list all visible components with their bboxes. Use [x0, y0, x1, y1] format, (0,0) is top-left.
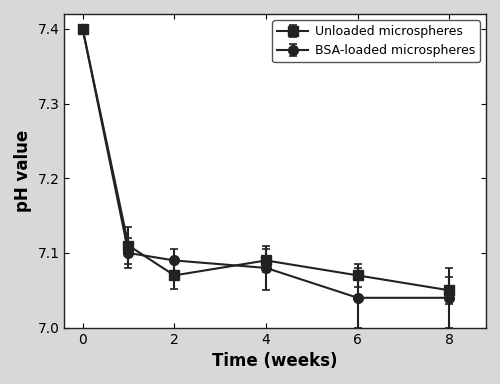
Y-axis label: pH value: pH value [14, 130, 32, 212]
Legend: Unloaded microspheres, BSA-loaded microspheres: Unloaded microspheres, BSA-loaded micros… [272, 20, 480, 62]
X-axis label: Time (weeks): Time (weeks) [212, 352, 338, 370]
